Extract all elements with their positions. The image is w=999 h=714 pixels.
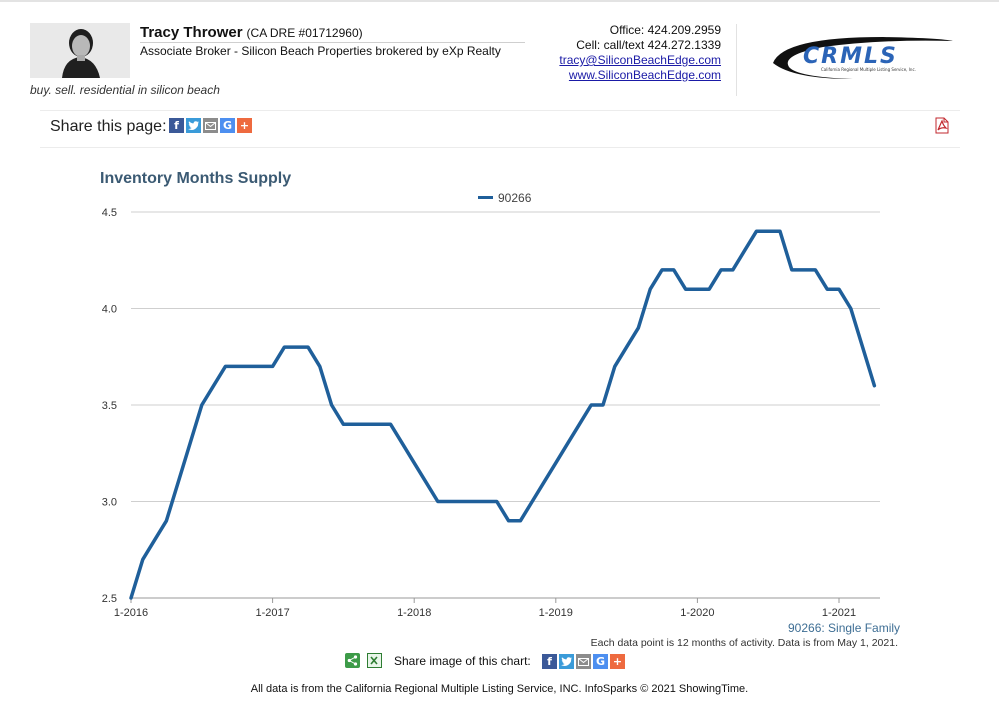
y-tick-label: 3.5 [102,400,117,412]
logo-text: CRMLS [803,44,898,69]
grid-layer [131,211,880,599]
website-link[interactable]: www.SiliconBeachEdge.com [568,68,721,82]
y-tick-label: 4.5 [102,207,117,219]
top-border [0,0,999,2]
logo-subtitle: California Regional Multiple Listing Ser… [821,67,916,72]
x-tick-label: 1-2016 [114,607,148,619]
share-image-icons: f G + [542,654,625,669]
crmls-logo: CRMLS California Regional Multiple Listi… [763,33,958,83]
share-image-label: Share image of this chart: [394,654,531,668]
agent-title: Associate Broker - Silicon Beach Propert… [140,42,525,58]
facebook-icon[interactable]: f [169,118,184,133]
header-separator [40,110,960,111]
email-link[interactable]: tracy@SiliconBeachEdge.com [559,53,721,67]
excel-icon[interactable] [367,653,382,668]
share-separator [40,147,960,148]
series-tag: 90266: Single Family [788,621,901,635]
contact-block: Office: 424.209.2959 Cell: call/text 424… [559,23,721,83]
x-tick-label: 1-2020 [680,607,714,619]
share-page-label: Share this page: [50,118,167,135]
footer-credit: All data is from the California Regional… [250,683,749,695]
x-tick-label: 1-2018 [397,607,431,619]
series-line-90266 [129,229,877,600]
y-tick-label: 3.0 [102,497,117,509]
share-page-icons: f G + [169,118,252,133]
twitter-icon[interactable] [186,118,201,133]
email-icon[interactable] [576,654,591,669]
share-icon[interactable] [345,653,360,668]
agent-photo [30,23,130,78]
cell-phone: Cell: call/text 424.272.1339 [576,38,721,52]
google-icon[interactable]: G [220,118,235,133]
legend-label-90266: 90266 [498,191,532,205]
header-divider [736,24,737,96]
x-tick-label: 1-2017 [255,607,289,619]
y-tick-label: 4.0 [102,304,117,316]
agent-name-line: Tracy Thrower (CA DRE #01712960) [140,24,363,41]
agent-tagline: buy. sell. residential in silicon beach [30,83,220,97]
image-export-icons [345,653,382,668]
plus-icon[interactable]: + [237,118,252,133]
office-phone: Office: 424.209.2959 [609,23,721,37]
y-tick-label: 2.5 [102,593,117,605]
legend-layer: 90266 [478,191,532,205]
twitter-icon[interactable] [559,654,574,669]
google-icon[interactable]: G [593,654,608,669]
agent-name: Tracy Thrower [140,24,243,41]
x-tick-label: 1-2021 [822,607,856,619]
legend-swatch-90266 [478,196,493,199]
data-note: Each data point is 12 months of activity… [590,637,898,649]
email-icon[interactable] [203,118,218,133]
plus-icon[interactable]: + [610,654,625,669]
pdf-icon[interactable] [933,117,950,134]
series-layer [129,229,877,600]
agent-dre: (CA DRE #01712960) [246,26,363,40]
chart-title: Inventory Months Supply [100,170,292,187]
x-tick-label: 1-2019 [539,607,573,619]
axis-layer: 2.5 3.0 3.5 4.0 4.5 1-2016 1-2017 1-2018 1-2019 1… [102,207,880,619]
facebook-icon[interactable]: f [542,654,557,669]
